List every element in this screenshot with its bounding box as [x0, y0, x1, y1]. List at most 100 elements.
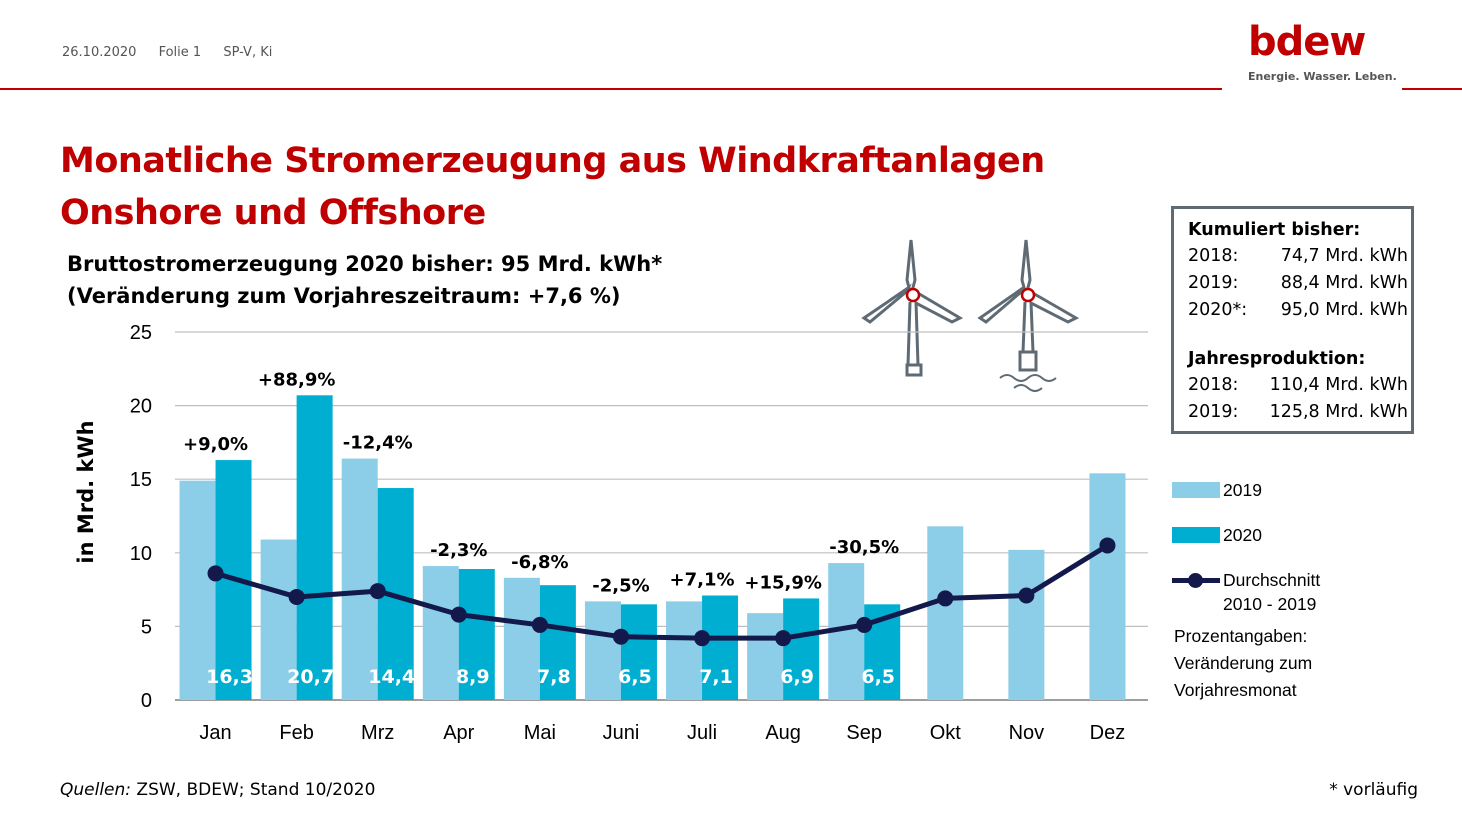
data-label-2020: 16,3 [206, 666, 253, 688]
y-tick-label: 25 [130, 322, 152, 344]
annual-heading: Jahresproduktion: [1188, 349, 1366, 369]
cumulative-row: 2018: 74,7 Mrd. kWh [1188, 243, 1411, 270]
change-label: -12,4% [343, 433, 413, 454]
bar-2020 [296, 395, 333, 700]
x-tick-label: Mrz [361, 722, 394, 744]
grid-lines [175, 331, 1148, 701]
data-labels: 16,3 +9,0% 20,7 +88,9% 14,4 -12,4% 8,9 -2,3% 7,8… [183, 369, 899, 688]
legend-item-2020: 2020 [1172, 523, 1320, 568]
x-tick-label: Nov [1009, 722, 1045, 744]
annual-row: 2019: 125,8 Mrd. kWh [1188, 399, 1411, 426]
header-rule-left [0, 88, 1222, 90]
y-axis-label: in Mrd. kWh [74, 420, 98, 563]
legend-item-average: Durchschnitt 2010 - 2019 [1172, 568, 1320, 616]
cumulative-heading: Kumuliert bisher: [1188, 220, 1361, 240]
x-tick-label: Jan [199, 722, 231, 744]
legend-swatch-2020 [1172, 527, 1220, 543]
page-title: Monatliche Stromerzeugung aus Windkrafta… [60, 135, 1045, 239]
bar-2020 [539, 585, 576, 700]
legend-item-2019: 2019 [1172, 478, 1320, 523]
average-point [207, 565, 224, 582]
header-rule-right [1402, 88, 1462, 90]
cumulative-year: 2019: [1188, 273, 1239, 293]
average-point [612, 628, 629, 645]
slide-date: 26.10.2020 [62, 45, 137, 60]
y-axis-ticks: 0 5 10 15 20 25 [130, 322, 152, 712]
chart-legend: 2019 2020 Durchschnitt 2010 - 2019 [1172, 478, 1320, 616]
subtitle-line-2: (Veränderung zum Vorjahreszeitraum: +7,6… [67, 284, 621, 308]
y-tick-label: 20 [130, 396, 152, 418]
x-tick-label: Apr [443, 722, 474, 744]
cumulative-value: 95,0 Mrd. kWh [1280, 300, 1408, 320]
bars [179, 395, 1126, 700]
data-label-2020: 7,8 [537, 666, 571, 688]
bar-2019 [1089, 473, 1126, 700]
annual-year: 2018: [1188, 375, 1239, 395]
bar-2020 [458, 568, 495, 700]
x-tick-label: Okt [930, 722, 962, 744]
bar-2019 [666, 601, 703, 700]
title-line-1: Monatliche Stromerzeugung aus Windkrafta… [60, 141, 1045, 181]
y-tick-label: 15 [130, 469, 152, 491]
x-tick-label: Dez [1090, 722, 1126, 744]
chart-subtitle: Bruttostromerzeugung 2020 bisher: 95 Mrd… [67, 248, 662, 312]
source-text: ZSW, BDEW; Stand 10/2020 [131, 780, 376, 800]
change-label: +15,9% [744, 572, 822, 593]
legend-swatch-average [1172, 568, 1220, 594]
average-line [207, 537, 1116, 647]
average-point [1018, 587, 1035, 604]
bar-2019 [422, 566, 459, 700]
legend-swatch-2019 [1172, 482, 1220, 498]
y-tick-label: 5 [141, 616, 152, 638]
annual-value: 110,4 Mrd. kWh [1269, 375, 1408, 395]
x-tick-label: Aug [765, 722, 801, 744]
change-label: -30,5% [829, 537, 899, 558]
average-point [694, 630, 711, 647]
cumulative-row: 2019: 88,4 Mrd. kWh [1188, 270, 1411, 297]
x-tick-label: Juni [603, 722, 640, 744]
slide-meta: 26.10.2020 Folie 1 SP-V, Ki [62, 45, 290, 60]
average-line-path [214, 543, 1109, 641]
subtitle-line-1: Bruttostromerzeugung 2020 bisher: 95 Mrd… [67, 252, 663, 276]
x-tick-label: Feb [279, 722, 313, 744]
percentage-note: Prozentangaben: Veränderung zum Vorjahre… [1174, 626, 1313, 700]
cumulative-year: 2020*: [1188, 300, 1248, 320]
legend-label-2019: 2019 [1223, 480, 1262, 500]
data-label-2020: 7,1 [699, 666, 733, 688]
bar-2019 [1008, 549, 1045, 700]
slide-author: SP-V, Ki [223, 45, 273, 60]
annual-year: 2019: [1188, 402, 1239, 422]
source-label: Quellen: [60, 780, 132, 800]
legend-average-line-1: Durchschnitt [1223, 570, 1321, 590]
data-label-2020: 6,9 [780, 666, 814, 688]
logo-word: bdew [1248, 19, 1366, 65]
change-label: +88,9% [258, 369, 336, 390]
bar-2019 [503, 577, 540, 700]
annual-value: 125,8 Mrd. kWh [1269, 402, 1408, 422]
data-label-2020: 8,9 [456, 666, 490, 688]
data-label-2020: 6,5 [618, 666, 652, 688]
wind-turbines-icon [861, 239, 1080, 392]
change-label: -2,5% [592, 575, 649, 596]
average-point [1099, 537, 1116, 554]
change-label: -2,3% [430, 540, 487, 561]
cumulative-info-box: Kumuliert bisher: 2018: 74,7 Mrd. kWh 20… [1171, 206, 1414, 434]
change-label: -6,8% [511, 552, 568, 573]
x-tick-label: Juli [687, 722, 717, 744]
average-point [937, 590, 954, 607]
bar-2019 [260, 539, 297, 700]
data-label-2020: 6,5 [861, 666, 895, 688]
bar-2019 [584, 601, 621, 700]
y-tick-label: 10 [130, 543, 152, 565]
bdew-logo: bdew Energie. Wasser. Leben. [1248, 19, 1397, 83]
average-point [775, 630, 792, 647]
offshore-turbine-icon [977, 239, 1080, 392]
slide-number: Folie 1 [158, 45, 202, 60]
average-point [450, 606, 467, 623]
cumulative-row: 2020*: 95,0 Mrd. kWh [1188, 297, 1411, 324]
onshore-turbine-icon [861, 239, 964, 377]
annual-row: 2018: 110,4 Mrd. kWh [1188, 372, 1411, 399]
y-tick-label: 0 [141, 690, 152, 712]
average-point [856, 616, 873, 633]
cumulative-year: 2018: [1188, 246, 1239, 266]
